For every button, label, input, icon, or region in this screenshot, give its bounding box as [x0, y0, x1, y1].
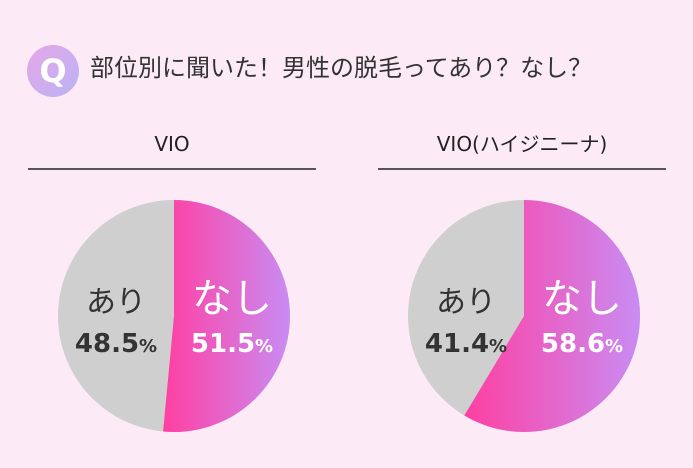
slice-value-ari: 41.4%	[425, 329, 507, 359]
slice-label-ari: あり	[86, 285, 146, 320]
pie-chart-vio-hygienic: あり 41.4% なし 58.6%	[408, 200, 641, 432]
slice-label-nashi: なし	[192, 276, 272, 322]
title-divider	[28, 168, 316, 170]
chart-panel-vio-hygienic: VIO(ハイジニーナ) あり 41.4% なし 58.6%	[378, 128, 666, 448]
slice-value-nashi: 51.5%	[191, 329, 273, 359]
question-text: 部位別に聞いた！男性の脱毛ってあり？なし？	[90, 54, 593, 82]
q-badge-letter: Q	[39, 52, 66, 90]
slice-value-ari: 48.5%	[75, 329, 157, 359]
chart-panel-vio: VIO あり 48.5% なし 51.5%	[28, 128, 316, 448]
pie-chart-vio: あり 48.5% なし 51.5%	[58, 200, 290, 432]
slice-label-nashi: なし	[542, 276, 622, 322]
pie-slice-nashi	[464, 200, 641, 432]
q-badge-icon: Q	[27, 45, 79, 97]
slice-label-ari: あり	[436, 285, 496, 320]
chart-title: VIO(ハイジニーナ)	[436, 132, 608, 156]
slice-value-nashi: 58.6%	[541, 329, 623, 359]
q-badge-circle	[27, 45, 79, 97]
pie-slice-nashi	[163, 200, 290, 432]
chart-title: VIO	[154, 132, 190, 156]
title-divider	[378, 168, 666, 170]
